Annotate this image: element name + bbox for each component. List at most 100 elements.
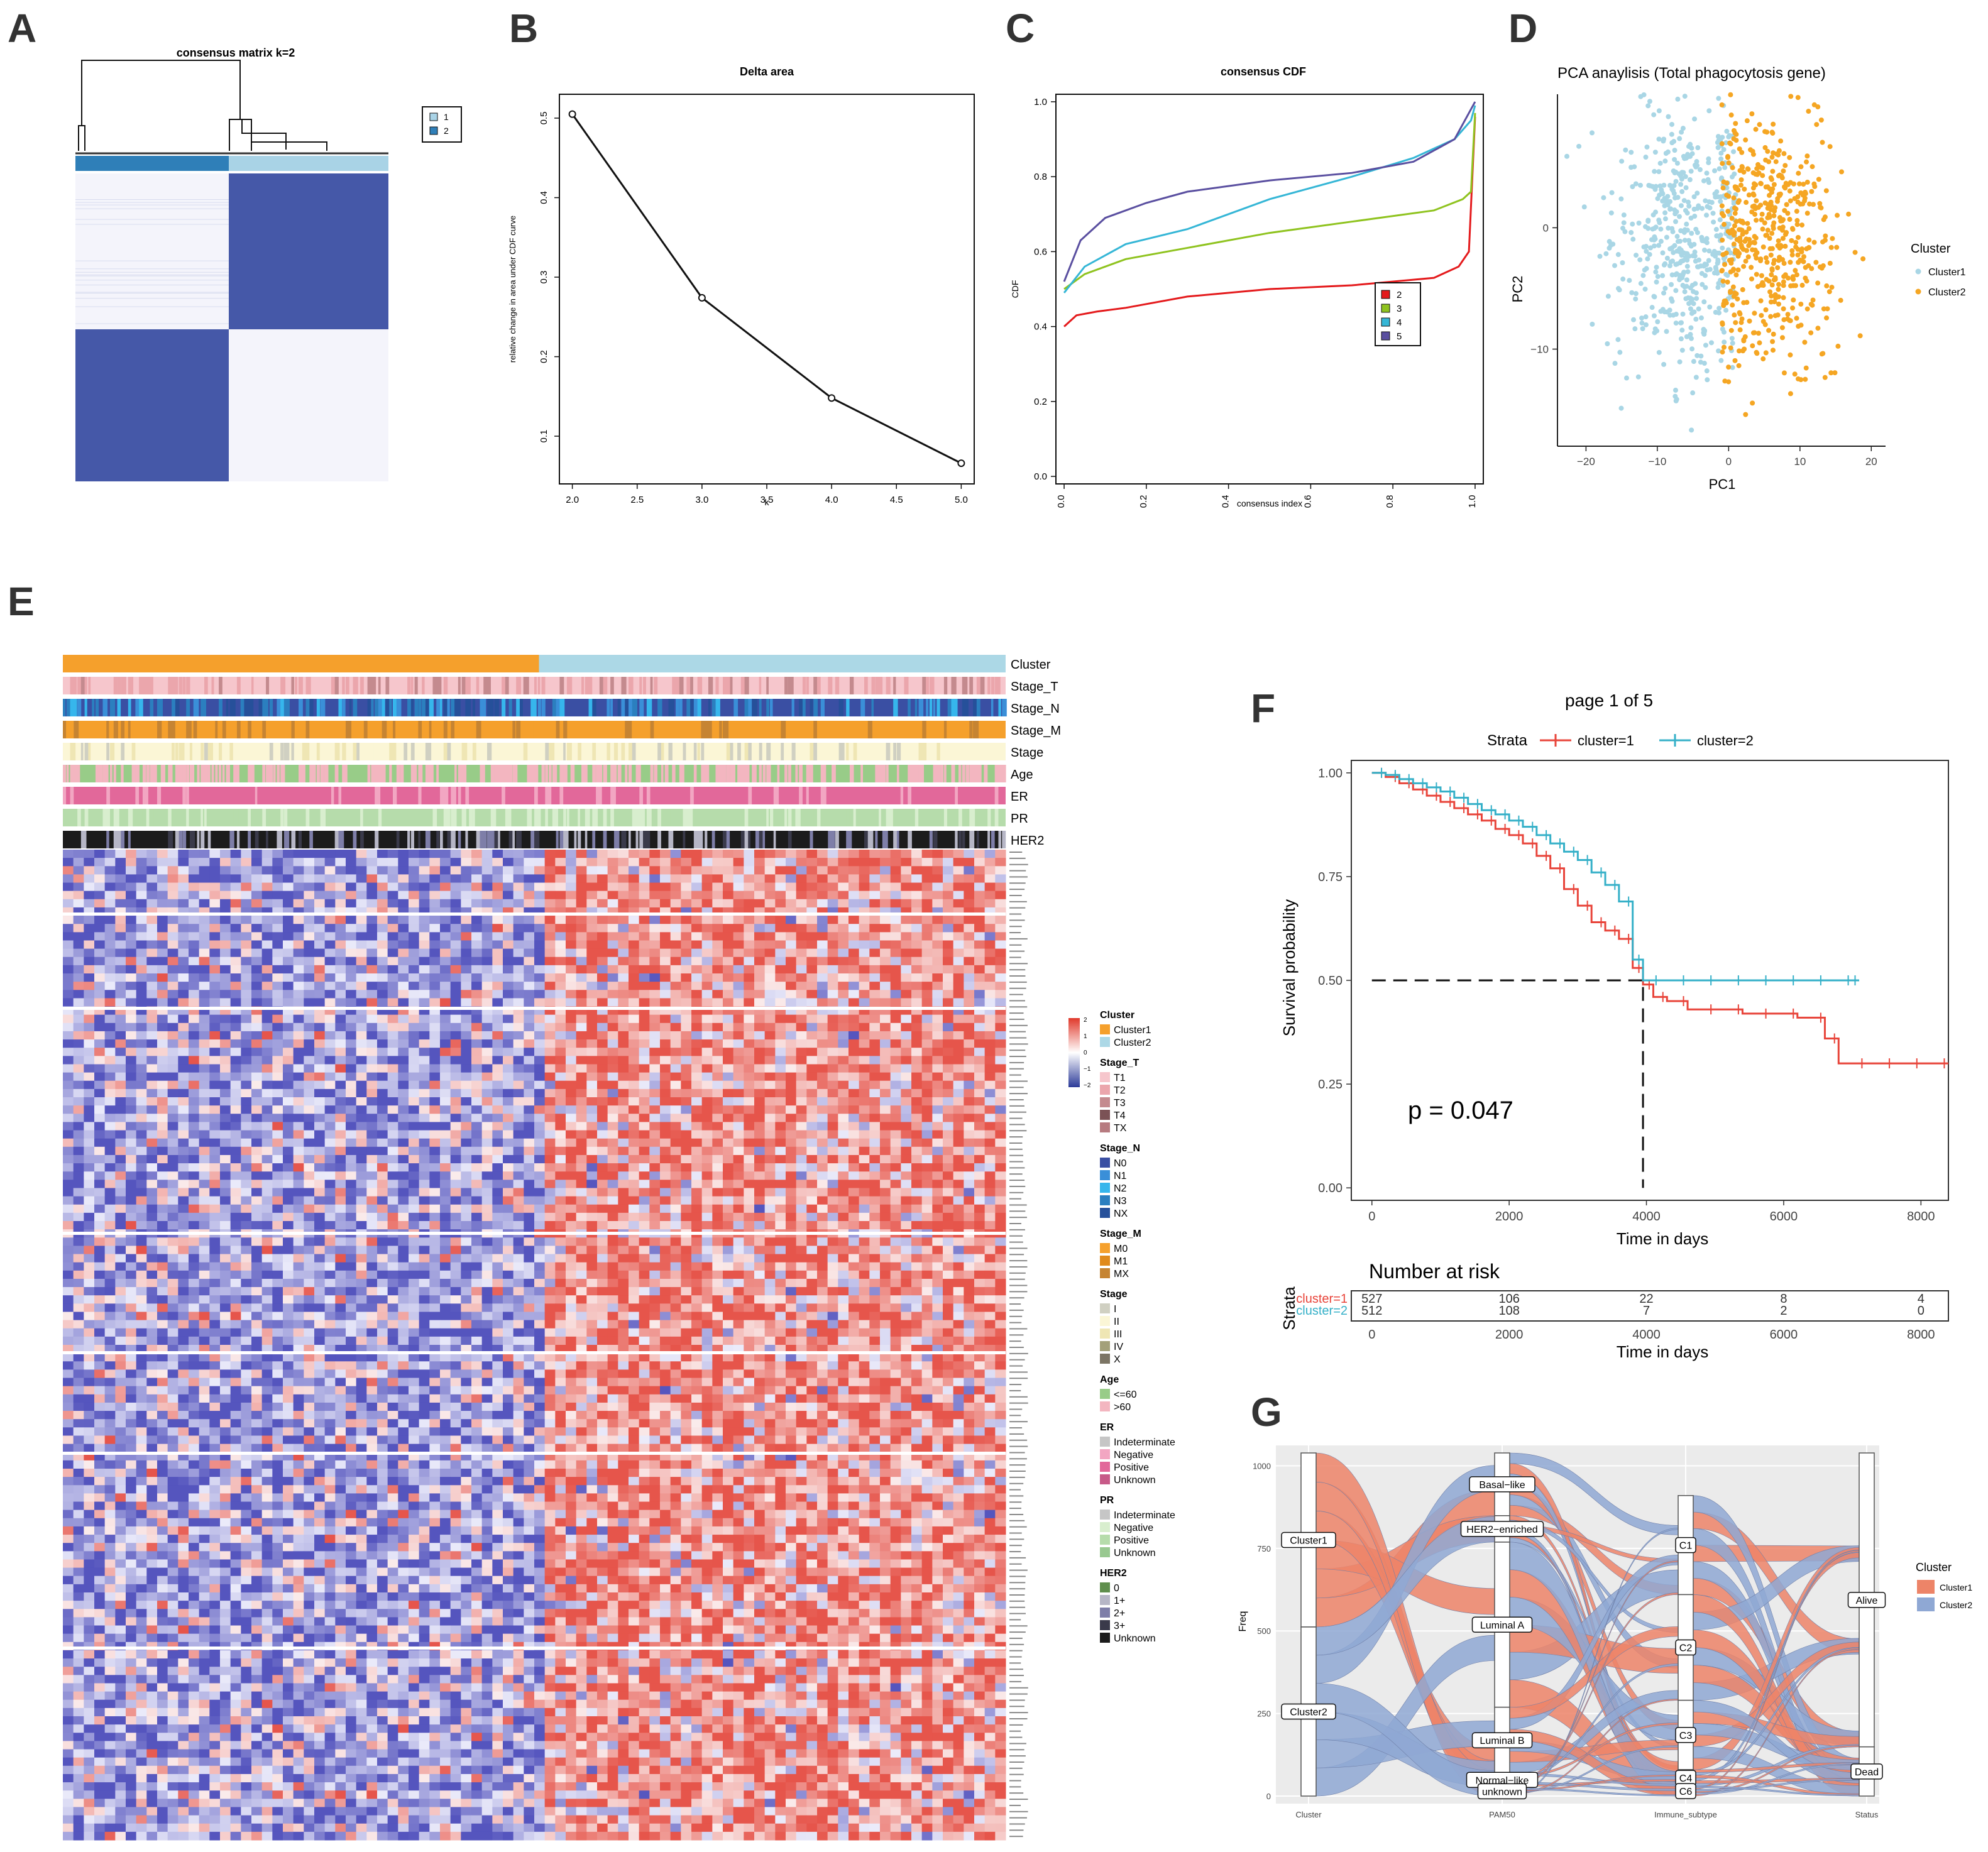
panel-e-heat-cell [251,882,263,892]
panel-d-point-Cluster2 [1731,195,1737,200]
panel-e-heat-cell [921,866,933,875]
panel-d-point-Cluster1 [1656,243,1662,248]
panel-e-heat-cell [597,858,608,867]
panel-e-heat-cell [481,1014,493,1024]
panel-c-ytick-label: 0.8 [1034,172,1047,182]
panel-d-point-Cluster2 [1806,109,1811,114]
panel-e-heat-cell [230,940,241,950]
panel-e-heat-cell [817,858,828,867]
panel-e-heat-cell [178,916,189,924]
panel-e-track-Stage_N-cell [552,699,556,716]
panel-d-point-Cluster1 [1652,243,1657,249]
panel-e-heat-cell [324,916,336,924]
panel-d-point-Cluster1 [1673,321,1679,326]
panel-e-track-PR-cell [283,809,288,826]
panel-e-heat-cell [157,874,168,884]
panel-e-track-Age-cell [882,765,886,782]
panel-e-heat-cell [607,998,618,1007]
panel-d-point-Cluster2 [1755,283,1760,289]
panel-e-heat-cell [618,998,629,1007]
panel-d-point-Cluster1 [1645,103,1651,109]
panel-d-point-Cluster1 [1684,251,1690,256]
panel-e-heat-cell [251,948,263,958]
panel-e-heat-cell [178,965,189,974]
panel-e-heat-cell [921,916,933,924]
panel-e-heat-cell [607,1014,618,1024]
panel-e-track-Stage_M-cell [918,721,924,738]
panel-e-heat-cell [649,956,661,966]
panel-d-point-Cluster2 [1733,185,1738,191]
panel-e-track-Stage-cell [102,743,107,760]
panel-e-heat-cell [241,874,252,884]
panel-e-heat-cell [806,899,818,908]
panel-e-heat-cell [272,924,283,933]
panel-e-heat-cell [104,973,116,982]
panel-e-track-Stage_M-cell [922,721,926,738]
panel-e-heat-cell [817,998,828,1007]
panel-e-heat-cell [377,1022,388,1032]
panel-d-point-Cluster2 [1846,211,1852,217]
panel-e-heat-cell [314,899,326,908]
panel-e-track-Stage_T-cell [817,677,821,694]
panel-e-heat-cell [230,956,241,966]
panel-e-heat-cell [409,956,420,966]
panel-c-ytick-label: 0.2 [1034,397,1047,407]
panel-d-point-Cluster1 [1686,238,1691,243]
panel-e-heat-cell [901,998,912,1007]
panel-e-heat-cell [534,932,546,941]
panel-e-track-HER2-cell [922,831,927,848]
panel-d-point-Cluster1 [1651,293,1657,299]
panel-e-heat-cell [251,899,263,908]
panel-e-heat-cell [63,1064,74,1073]
panel-e-track-Stage_T-cell [378,677,381,694]
panel-d-point-Cluster2 [1767,289,1773,295]
panel-e-heat-cell [848,990,860,999]
panel-e-heat-cell [283,1056,294,1065]
panel-e-track-Age-cell [102,765,109,782]
panel-d-point-Cluster2 [1769,272,1774,278]
panel-e-heat-cell [859,1014,870,1024]
panel-e-heat-cell [461,1056,472,1065]
panel-e-heat-cell [73,874,84,884]
panel-e-track-Stage_T-cell [266,677,270,694]
panel-d-point-Cluster2 [1828,244,1834,250]
panel-e-heat-cell [220,916,231,924]
panel-d-point-Cluster1 [1647,251,1652,257]
panel-d-xtick-label: −10 [1648,456,1666,468]
panel-e-heat-cell [586,882,598,892]
panel-e-track-Stage_T-cell [690,677,693,694]
panel-e-heat-cell [911,973,923,982]
panel-e-heat-cell [387,1056,398,1065]
panel-e-track-ER-cell [110,787,116,804]
panel-e-track-Stage-cell [817,743,820,760]
panel-e-heat-cell [964,1039,975,1048]
panel-e-heat-cell [261,990,273,999]
panel-e-heat-cell [387,948,398,958]
panel-e-heat-cell [701,1039,713,1048]
panel-e-heat-cell [817,965,828,974]
panel-e-track-PR-cell [846,809,851,826]
panel-e-heat-cell [272,1014,283,1024]
panel-e-heat-cell [775,1039,786,1048]
panel-d-point-Cluster2 [1758,256,1764,262]
panel-e-track-Stage_M-cell [193,721,198,738]
panel-e-heat-cell [775,982,786,990]
panel-e-heat-cell [419,1064,430,1073]
panel-e-heat-cell [649,1022,661,1032]
panel-e-heat-cell [890,1014,901,1024]
panel-e-heat-cell [534,948,546,958]
panel-d-point-Cluster2 [1798,377,1804,383]
panel-d-point-Cluster1 [1706,258,1711,263]
panel-e-heat-cell [409,1014,420,1024]
panel-e-heat-cell [63,1039,74,1048]
panel-e-heat-cell [712,1048,723,1056]
panel-e-heat-cell [209,882,221,892]
panel-c-series-3 [1063,112,1476,290]
panel-e-heat-cell [146,956,158,966]
panel-e-heat-cell [796,998,807,1007]
panel-e-heat-cell [241,1014,252,1024]
panel-e-heat-cell [481,890,493,900]
panel-e-heat-cell [146,1048,158,1056]
panel-e-track-ER-cell [117,787,123,804]
panel-e-heat-cell [786,1080,797,1090]
